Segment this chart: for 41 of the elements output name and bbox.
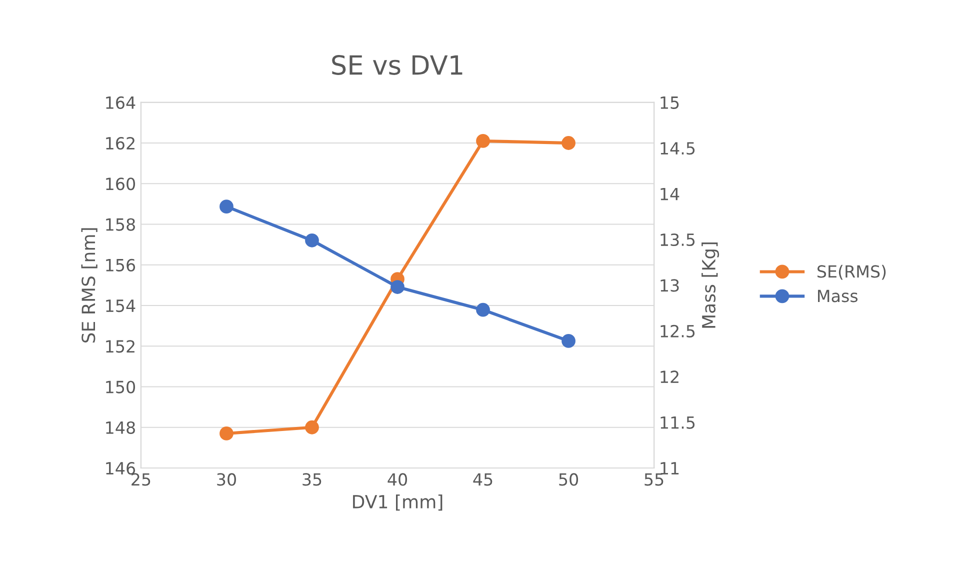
y2-tick-label: 12.5 [660, 324, 695, 338]
legend-label: Mass [818, 290, 858, 302]
y-tick-label: 164 [106, 96, 136, 109]
y2-tick-label: 14.5 [660, 142, 695, 155]
x-tick-label: 30 [217, 473, 236, 486]
x-tick-label: 55 [644, 473, 664, 486]
chart-title: SE vs DV1 [332, 55, 462, 75]
y2-tick-label: 11 [660, 462, 679, 474]
point [220, 426, 234, 440]
y-tick-label: 148 [106, 421, 135, 434]
point [305, 233, 319, 248]
legend-label: SE(RMS) [817, 264, 886, 280]
y-tick-label: 154 [106, 300, 136, 312]
y-tick-label: 152 [106, 340, 134, 353]
x-tick-label: 40 [388, 473, 408, 486]
x-tick-label: 45 [473, 473, 492, 486]
y2-axis-title: Mass [Kg] [702, 242, 720, 328]
x-tick-label: 25 [132, 473, 150, 486]
x-tick-label: 35 [302, 473, 322, 486]
y2-tick-label: 13.5 [660, 233, 695, 246]
point [476, 134, 490, 148]
point [390, 280, 404, 294]
y-tick-label: 158 [106, 218, 135, 231]
y-tick-label: 160 [106, 178, 136, 190]
y-tick-label: 146 [106, 462, 136, 475]
x-tick-label: 50 [559, 473, 578, 486]
y2-tick-label: 14 [660, 188, 680, 200]
point [562, 334, 576, 348]
y2-tick-label: 13 [660, 279, 679, 292]
y-tick-label: 150 [106, 380, 136, 394]
y-tick-label: 162 [106, 136, 134, 150]
point [220, 200, 234, 214]
y2-tick-label: 12 [660, 370, 678, 383]
y-axis-title: SE RMS [nm] [81, 228, 98, 343]
point [305, 420, 319, 434]
y2-tick-label: 15 [660, 96, 679, 109]
point [476, 302, 490, 317]
y2-tick-label: 11.5 [660, 416, 695, 429]
point [562, 136, 576, 150]
y-tick-label: 156 [106, 258, 136, 272]
x-axis-title: DV1 [mm] [353, 494, 442, 511]
